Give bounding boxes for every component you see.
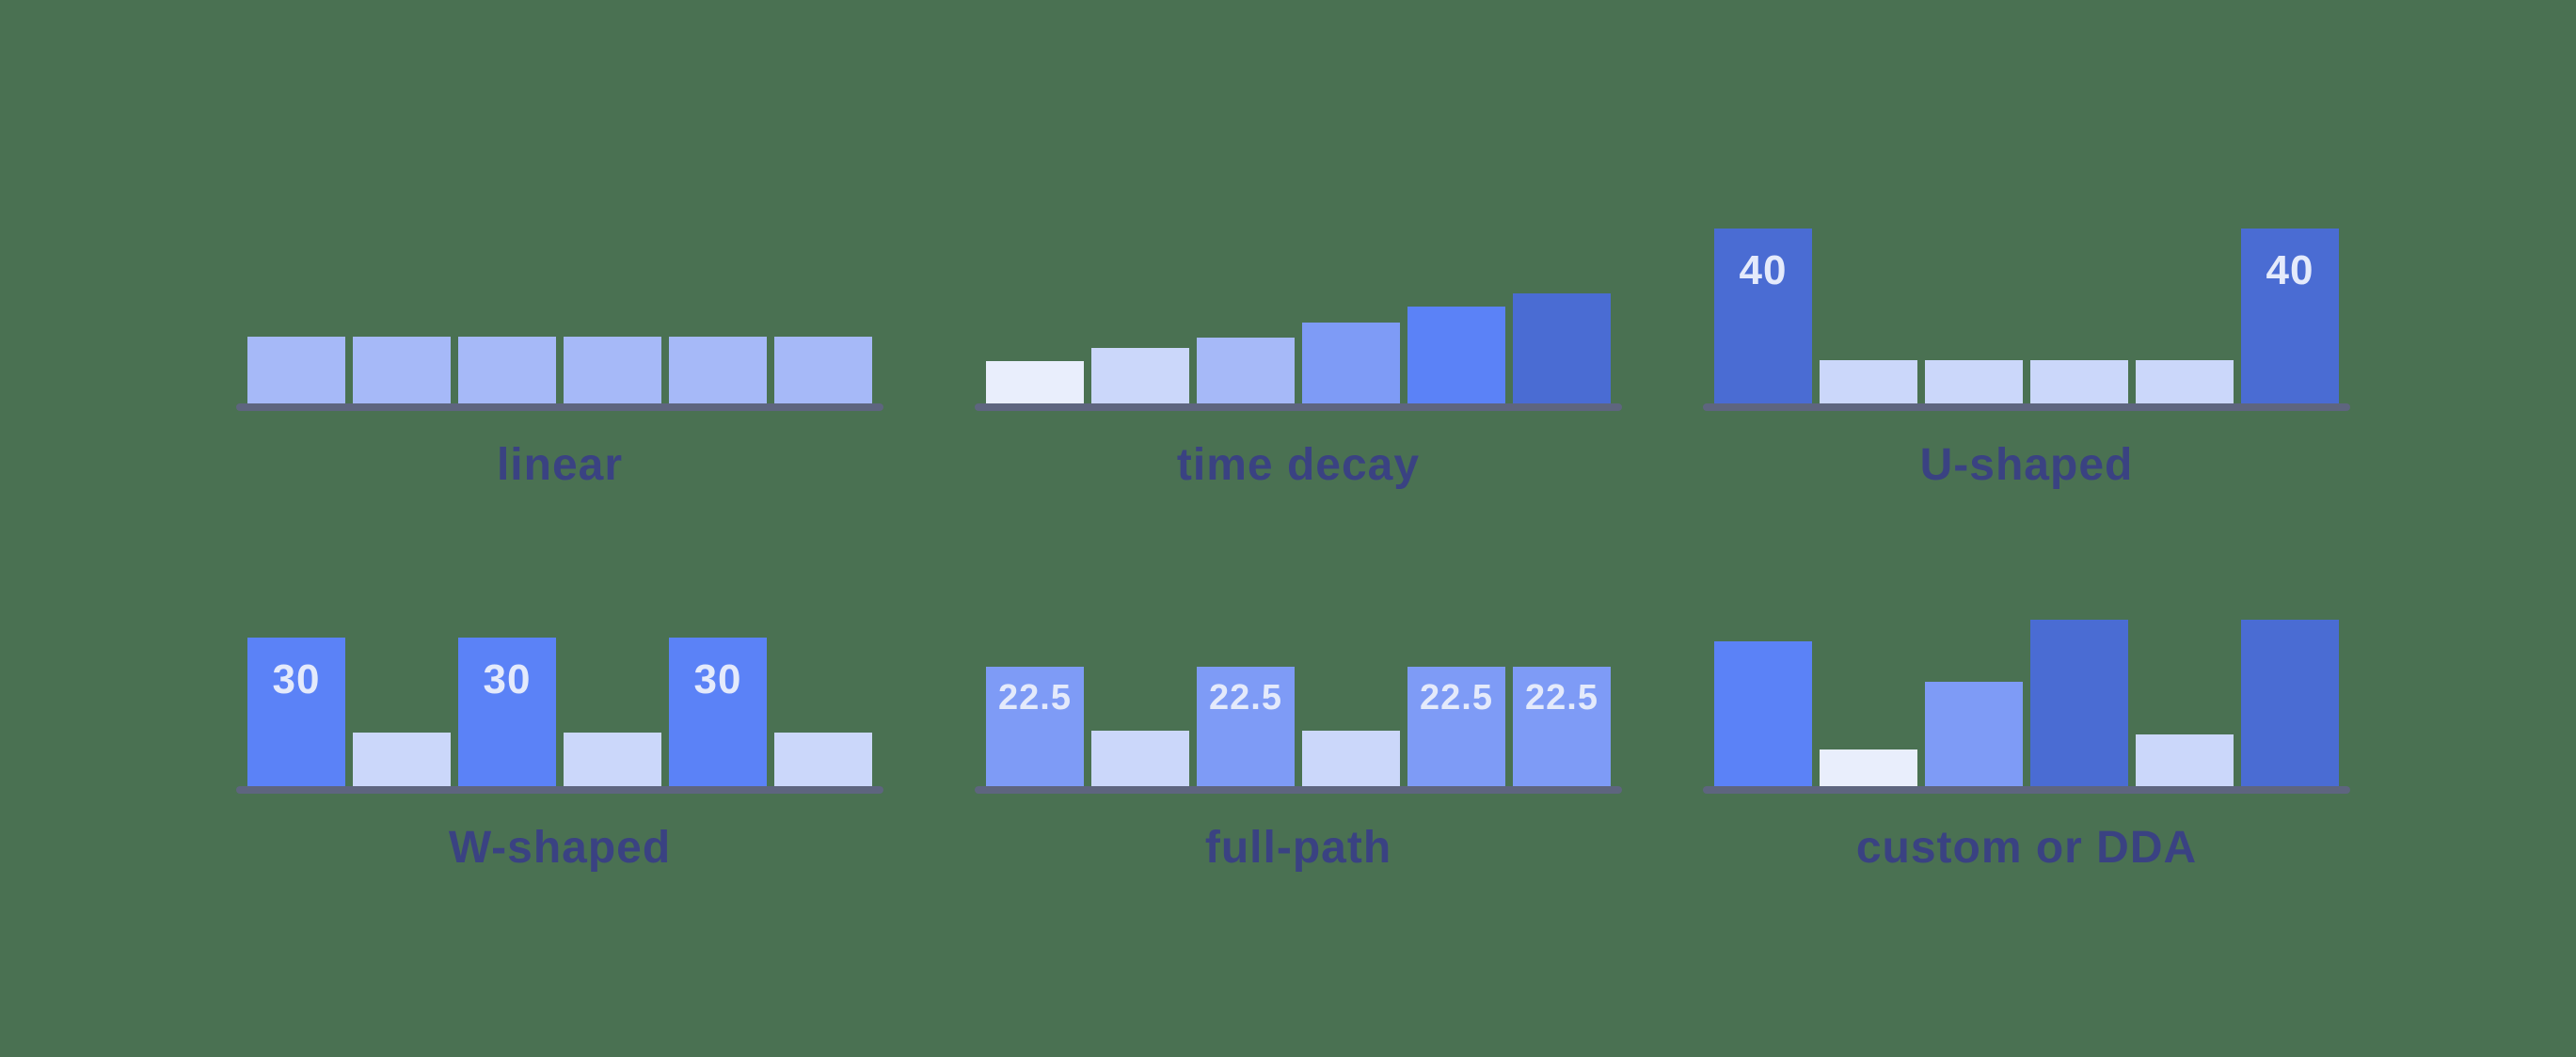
bar <box>247 337 345 403</box>
bar <box>1714 641 1812 786</box>
bar-value-label: 22.5 <box>1525 678 1598 718</box>
bar: 30 <box>247 638 345 786</box>
bar <box>353 733 451 786</box>
bar <box>1925 682 2023 786</box>
bar-group: 30 30 30 <box>247 598 872 786</box>
bar <box>1925 360 2023 403</box>
bar: 22.5 <box>1197 667 1295 786</box>
chart-title: full-path <box>1204 823 1392 873</box>
bar <box>1407 307 1505 403</box>
bar-group <box>1714 598 2339 786</box>
bar <box>2030 620 2128 786</box>
bar <box>458 337 556 403</box>
bar <box>774 337 872 403</box>
bar-group: 40 40 <box>1714 215 2339 403</box>
bar <box>564 337 661 403</box>
bar <box>986 361 1084 403</box>
chart-title: custom or DDA <box>1855 823 2198 873</box>
bar <box>1302 731 1400 786</box>
bar: 30 <box>458 638 556 786</box>
axis-line <box>236 786 883 794</box>
bar-value-label: 30 <box>483 656 532 702</box>
bar <box>2241 620 2339 786</box>
bar-group <box>247 215 872 403</box>
bar <box>2136 734 2234 786</box>
bar <box>2136 360 2234 403</box>
bar-value-label: 30 <box>693 656 742 702</box>
bar: 30 <box>669 638 767 786</box>
chart-title: W-shaped <box>448 823 672 873</box>
bar-group: 22.5 22.5 22.5 22.5 <box>986 598 1611 786</box>
chart-title: linear <box>496 440 624 490</box>
bar <box>1820 749 1917 786</box>
bar: 22.5 <box>1407 667 1505 786</box>
axis-line <box>1703 786 2350 794</box>
chart-title: U-shaped <box>1919 440 2134 490</box>
bar-value-label: 40 <box>2266 247 2314 293</box>
bar-value-label: 22.5 <box>998 678 1072 718</box>
bar <box>1091 348 1189 403</box>
bar <box>1820 360 1917 403</box>
axis-line <box>975 786 1622 794</box>
bar <box>1197 338 1295 403</box>
chart-time-decay: time decay <box>975 215 1622 516</box>
axis-line <box>1703 403 2350 411</box>
axis-line <box>236 403 883 411</box>
bar <box>1302 323 1400 403</box>
bar <box>669 337 767 403</box>
chart-linear: linear <box>236 215 883 516</box>
bar-group <box>986 215 1611 403</box>
chart-custom-or-dda: custom or DDA <box>1703 598 2350 899</box>
bar: 40 <box>1714 229 1812 403</box>
bar <box>1091 731 1189 786</box>
chart-u-shaped: 40 40 U-shaped <box>1703 215 2350 516</box>
bar <box>564 733 661 786</box>
bar <box>2030 360 2128 403</box>
bar-value-label: 22.5 <box>1209 678 1282 718</box>
bar <box>1513 293 1611 403</box>
bar <box>353 337 451 403</box>
bar-value-label: 22.5 <box>1420 678 1493 718</box>
bar: 22.5 <box>1513 667 1611 786</box>
bar: 22.5 <box>986 667 1084 786</box>
bar-value-label: 30 <box>272 656 321 702</box>
bar: 40 <box>2241 229 2339 403</box>
bar <box>774 733 872 786</box>
chart-title: time decay <box>1176 440 1421 490</box>
axis-line <box>975 403 1622 411</box>
bar-value-label: 40 <box>1739 247 1788 293</box>
chart-full-path: 22.5 22.5 22.5 22.5 full-path <box>975 598 1622 899</box>
chart-w-shaped: 30 30 30 W-shaped <box>236 598 883 899</box>
